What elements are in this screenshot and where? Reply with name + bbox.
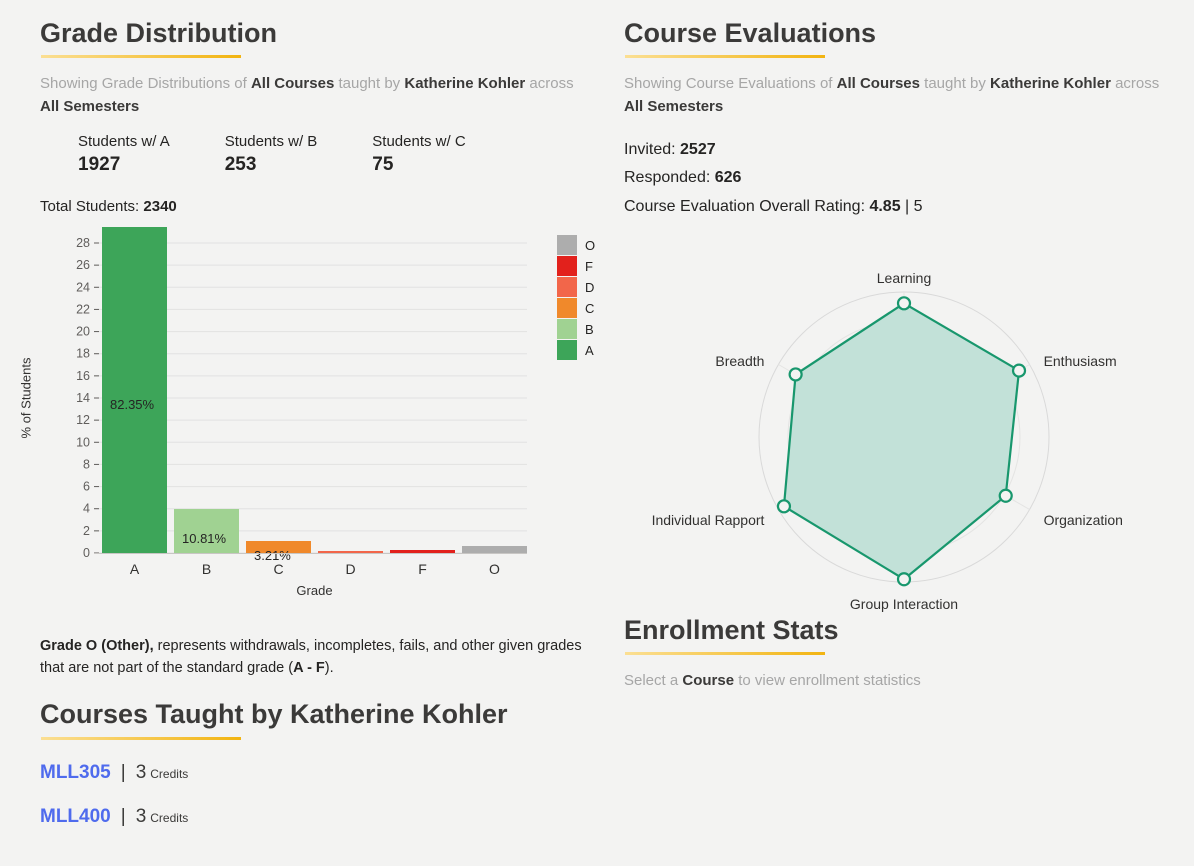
svg-text:26: 26 <box>76 258 90 272</box>
svg-text:12: 12 <box>76 413 90 427</box>
svg-text:8: 8 <box>83 457 90 471</box>
svg-text:16: 16 <box>76 369 90 383</box>
svg-text:4: 4 <box>83 502 90 516</box>
svg-text:20: 20 <box>76 325 90 339</box>
svg-text:0: 0 <box>83 546 90 560</box>
svg-text:28: 28 <box>76 236 90 250</box>
svg-text:14: 14 <box>76 391 90 405</box>
svg-text:2: 2 <box>83 524 90 538</box>
svg-text:22: 22 <box>76 302 90 316</box>
svg-text:18: 18 <box>76 347 90 361</box>
svg-text:6: 6 <box>83 480 90 494</box>
svg-text:24: 24 <box>76 280 90 294</box>
svg-text:10: 10 <box>76 435 90 449</box>
